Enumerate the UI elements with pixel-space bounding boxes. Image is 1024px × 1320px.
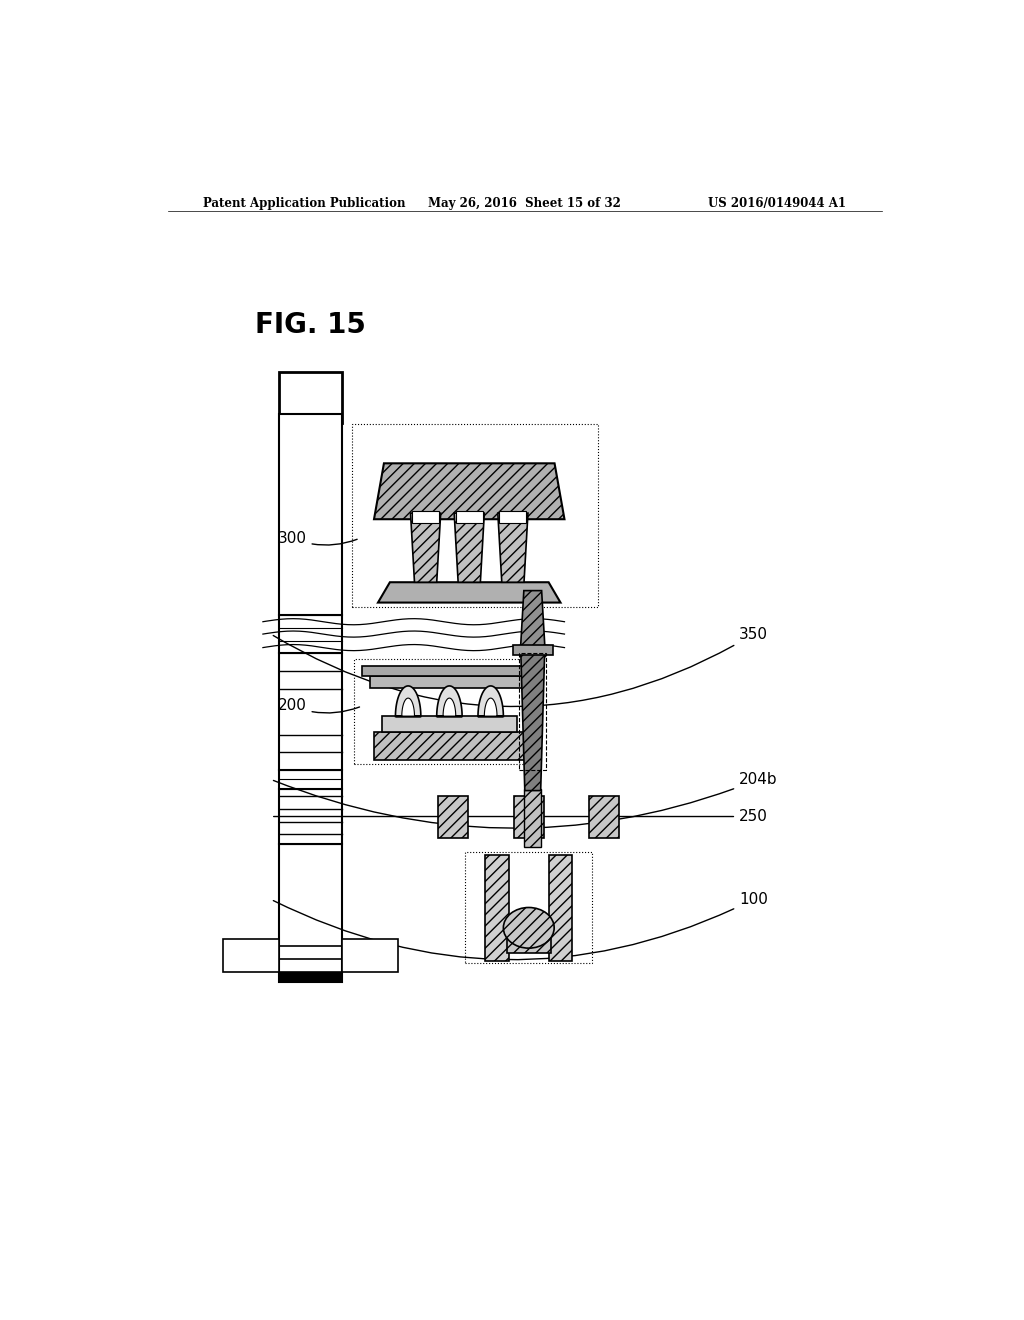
Text: 250: 250 xyxy=(273,809,768,824)
Text: 300: 300 xyxy=(278,531,357,545)
Text: 350: 350 xyxy=(273,627,768,706)
Polygon shape xyxy=(498,513,528,582)
Polygon shape xyxy=(521,653,545,791)
Bar xyxy=(485,854,509,961)
Bar xyxy=(507,928,551,953)
Bar xyxy=(223,939,279,972)
Bar xyxy=(513,645,553,656)
Bar xyxy=(362,665,537,676)
Text: Patent Application Publication: Patent Application Publication xyxy=(204,197,406,210)
Polygon shape xyxy=(478,686,504,717)
Bar xyxy=(456,511,482,523)
Bar xyxy=(549,854,572,961)
Bar xyxy=(370,676,528,688)
Text: US 2016/0149044 A1: US 2016/0149044 A1 xyxy=(709,197,846,210)
Text: 100: 100 xyxy=(273,892,768,960)
Bar xyxy=(279,845,342,982)
Bar xyxy=(279,615,342,653)
Bar xyxy=(279,788,342,845)
Bar xyxy=(524,788,542,846)
Bar xyxy=(500,511,526,523)
Bar xyxy=(352,424,598,607)
Polygon shape xyxy=(484,698,497,717)
Bar xyxy=(438,796,468,838)
Text: 200: 200 xyxy=(278,698,359,714)
Polygon shape xyxy=(374,463,564,519)
Ellipse shape xyxy=(504,907,554,948)
Bar xyxy=(279,972,342,982)
Bar xyxy=(465,851,592,964)
Polygon shape xyxy=(401,698,415,717)
Bar xyxy=(514,796,544,838)
Polygon shape xyxy=(436,686,462,717)
Bar xyxy=(519,653,546,771)
Polygon shape xyxy=(443,698,456,717)
Text: FIG. 15: FIG. 15 xyxy=(255,312,366,339)
Bar xyxy=(354,660,524,764)
Bar xyxy=(412,511,439,523)
Bar xyxy=(589,796,620,838)
Bar xyxy=(382,717,517,731)
Bar xyxy=(279,653,342,771)
Text: May 26, 2016  Sheet 15 of 32: May 26, 2016 Sheet 15 of 32 xyxy=(428,197,622,210)
Bar xyxy=(279,413,342,615)
Bar xyxy=(279,372,342,422)
Polygon shape xyxy=(520,590,546,656)
Polygon shape xyxy=(378,582,560,602)
Bar xyxy=(374,731,525,760)
Text: 204b: 204b xyxy=(273,772,777,828)
Bar xyxy=(342,939,398,972)
Bar xyxy=(279,771,342,788)
Polygon shape xyxy=(455,513,484,582)
Polygon shape xyxy=(395,686,421,717)
Polygon shape xyxy=(411,513,440,582)
